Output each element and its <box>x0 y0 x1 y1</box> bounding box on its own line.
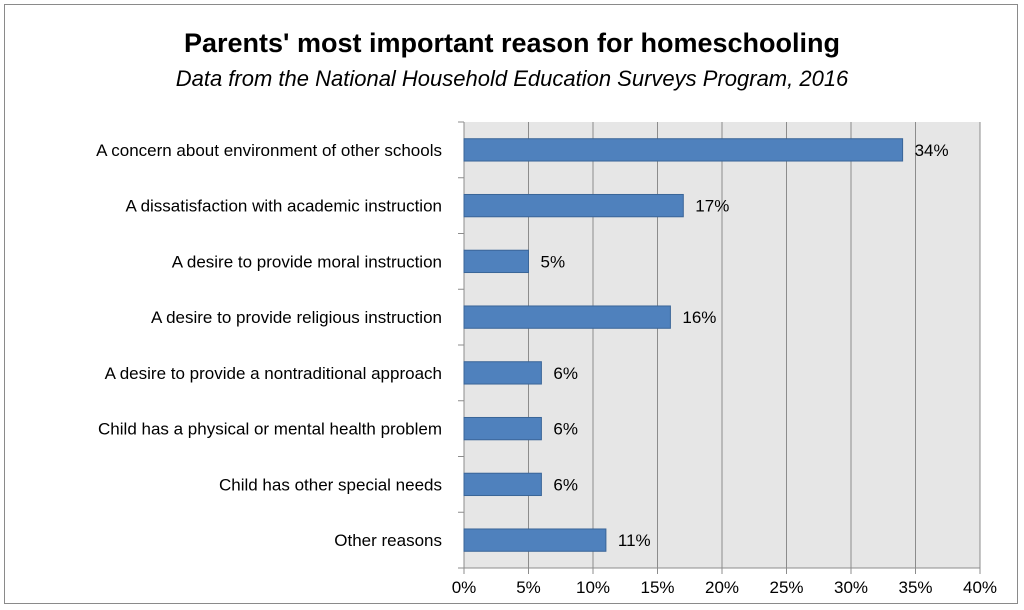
category-label: Other reasons <box>334 531 442 550</box>
data-label: 6% <box>553 420 578 439</box>
data-label: 6% <box>553 475 578 494</box>
x-tick-label: 15% <box>640 578 674 597</box>
category-label: A concern about environment of other sch… <box>96 141 442 160</box>
data-label: 5% <box>541 252 566 271</box>
x-tick-label: 25% <box>769 578 803 597</box>
data-label: 34% <box>915 141 949 160</box>
bar <box>463 528 607 552</box>
x-tick-label: 5% <box>516 578 541 597</box>
labels: 0% 5% 10% 15% 20% 25% 30% 35% 40% 34% A concern ab… <box>96 141 997 597</box>
bar <box>463 416 542 441</box>
x-tick-label: 10% <box>576 578 610 597</box>
x-tick-label: 40% <box>963 578 997 597</box>
x-tick-label: 20% <box>705 578 739 597</box>
data-label: 17% <box>695 197 729 216</box>
bar <box>463 361 542 385</box>
category-label: Child has a physical or mental health pr… <box>98 420 442 439</box>
bar <box>463 193 684 218</box>
x-tick-label: 30% <box>834 578 868 597</box>
x-tick-label: 35% <box>898 578 932 597</box>
bar <box>463 305 671 329</box>
category-label: A desire to provide moral instruction <box>172 252 442 271</box>
bar <box>463 472 542 497</box>
bar <box>463 138 904 162</box>
x-tick-label: 0% <box>452 578 477 597</box>
data-label: 11% <box>618 531 651 550</box>
category-label: A desire to provide religious instructio… <box>151 308 442 327</box>
category-label: Child has other special needs <box>219 475 442 494</box>
category-label: A desire to provide a nontraditional app… <box>105 364 442 383</box>
chart-subtitle: Data from the National Household Educati… <box>175 66 849 91</box>
bars <box>463 138 904 552</box>
category-label: A dissatisfaction with academic instruct… <box>125 197 442 216</box>
data-label: 6% <box>553 364 578 383</box>
bar <box>463 249 529 274</box>
data-label: 16% <box>682 308 716 327</box>
chart-title: Parents' most important reason for homes… <box>183 28 840 58</box>
